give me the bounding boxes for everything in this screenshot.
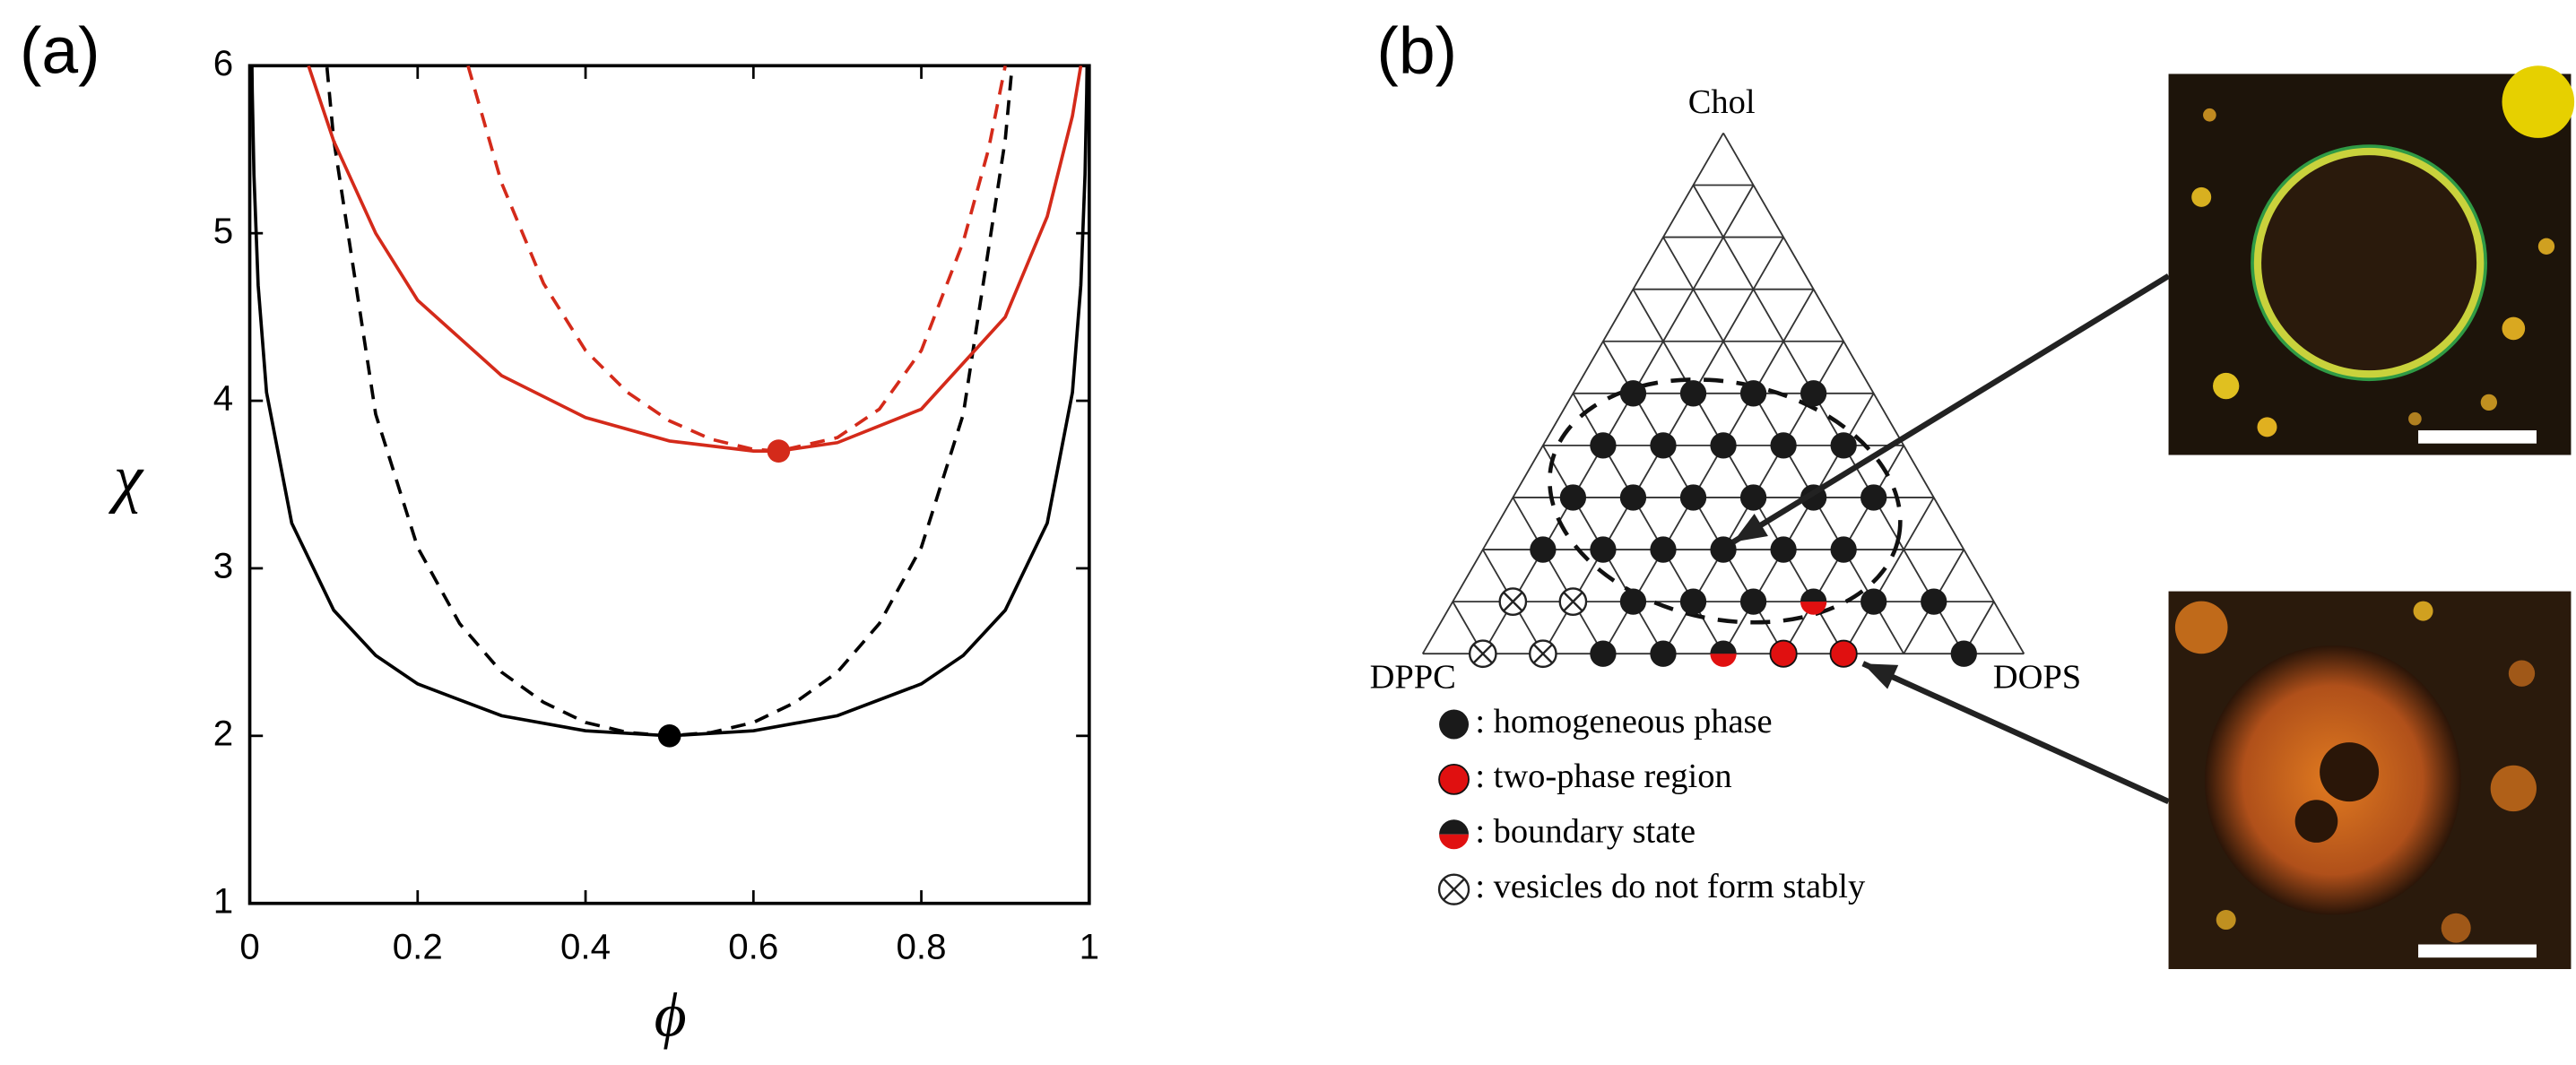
dot-boundary — [1800, 588, 1827, 602]
dot-homogeneous — [1710, 432, 1737, 459]
dot-boundary — [1800, 602, 1827, 615]
dot-homogeneous — [1830, 432, 1857, 459]
dot-unstable-cross — [1563, 592, 1583, 612]
y-tick-label: 5 — [213, 211, 233, 251]
dot-homogeneous — [1860, 588, 1887, 615]
grid-line — [1512, 497, 1604, 654]
dot-homogeneous — [1650, 536, 1677, 563]
dot-unstable-cross — [1472, 644, 1493, 664]
dot-homogeneous — [1739, 380, 1767, 407]
dot-homogeneous — [1739, 588, 1767, 615]
arrow — [1861, 661, 2170, 805]
dot-homogeneous — [1921, 588, 1947, 615]
vertex-label: DOPS — [1993, 658, 2081, 696]
grid-line — [1722, 393, 1875, 654]
dot-homogeneous — [1619, 380, 1647, 407]
dot-homogeneous — [1650, 640, 1677, 667]
arrow-head — [1733, 514, 1768, 542]
panel-label: (b) — [1376, 14, 1457, 88]
dot-boundary — [1439, 834, 1470, 850]
x-tick-label: 0.8 — [897, 927, 947, 967]
curve — [250, 65, 1089, 738]
dot-two-phase — [1769, 639, 1798, 668]
dot-homogeneous — [1559, 484, 1587, 511]
dot-two-phase — [1438, 763, 1470, 795]
legend-label: : two-phase region — [1475, 758, 1731, 795]
dot-homogeneous — [1679, 588, 1707, 615]
x-tick-label: 0.6 — [728, 927, 778, 967]
x-tick-label: 0.4 — [560, 927, 611, 967]
vertex-label: DPPC — [1370, 658, 1456, 696]
dot-homogeneous — [1800, 380, 1827, 407]
dot-homogeneous — [1439, 709, 1470, 740]
x-tick-label: 0.2 — [393, 927, 443, 967]
grid-line — [1722, 132, 2025, 654]
dot-homogeneous — [1590, 536, 1617, 563]
grid-line — [1482, 185, 1755, 654]
y-tick-label: 2 — [213, 713, 233, 753]
curve — [307, 65, 1083, 453]
critical-point — [657, 724, 681, 748]
legend-label: : vesicles do not form stably — [1475, 868, 1866, 905]
micrograph-bottom — [2168, 591, 2572, 969]
y-axis-label: χ — [108, 441, 144, 514]
legend-label: : homogeneous phase — [1475, 703, 1772, 740]
dot-homogeneous — [1650, 432, 1677, 459]
y-tick-label: 1 — [213, 880, 233, 921]
y-tick-label: 3 — [213, 546, 233, 586]
dot-unstable-cross — [1443, 878, 1465, 901]
curve — [466, 65, 1007, 453]
dot-boundary — [1710, 654, 1737, 667]
dot-homogeneous — [1830, 536, 1857, 563]
arrow — [1731, 273, 2171, 545]
dot-homogeneous — [1950, 640, 1977, 667]
legend-label: : boundary state — [1475, 813, 1696, 851]
vertex-label: Chol — [1688, 83, 1756, 121]
dot-unstable-cross — [1532, 644, 1553, 664]
micrograph-top — [2168, 65, 2575, 455]
x-tick-label: 1 — [1080, 927, 1099, 967]
dot-homogeneous — [1739, 484, 1767, 511]
ternary-grid — [1421, 132, 2025, 655]
y-tick-label: 6 — [213, 43, 233, 83]
dot-two-phase — [1829, 639, 1858, 668]
panel-label: (a) — [20, 14, 100, 88]
grid-line — [1692, 185, 1965, 654]
curve — [325, 66, 1014, 738]
dot-boundary — [1439, 819, 1470, 835]
arrow-head — [1862, 663, 1899, 689]
x-axis-label: ϕ — [655, 982, 687, 1051]
x-tick-label: 0 — [239, 927, 259, 967]
dot-homogeneous — [1860, 484, 1887, 511]
dot-homogeneous — [1679, 380, 1707, 407]
dot-homogeneous — [1619, 588, 1647, 615]
dot-homogeneous — [1710, 536, 1737, 563]
dot-homogeneous — [1679, 484, 1707, 511]
critical-point — [767, 439, 791, 463]
plot-frame — [247, 64, 1091, 905]
y-tick-label: 4 — [213, 378, 233, 419]
dot-homogeneous — [1530, 536, 1557, 563]
dot-unstable-cross — [1503, 592, 1523, 612]
dot-boundary — [1710, 640, 1737, 654]
dot-homogeneous — [1590, 640, 1617, 667]
dot-homogeneous — [1619, 484, 1647, 511]
dot-homogeneous — [1770, 432, 1797, 459]
dot-homogeneous — [1590, 432, 1617, 459]
plot-area — [250, 65, 1089, 738]
dot-homogeneous — [1770, 536, 1797, 563]
grid-line — [1843, 497, 1935, 654]
